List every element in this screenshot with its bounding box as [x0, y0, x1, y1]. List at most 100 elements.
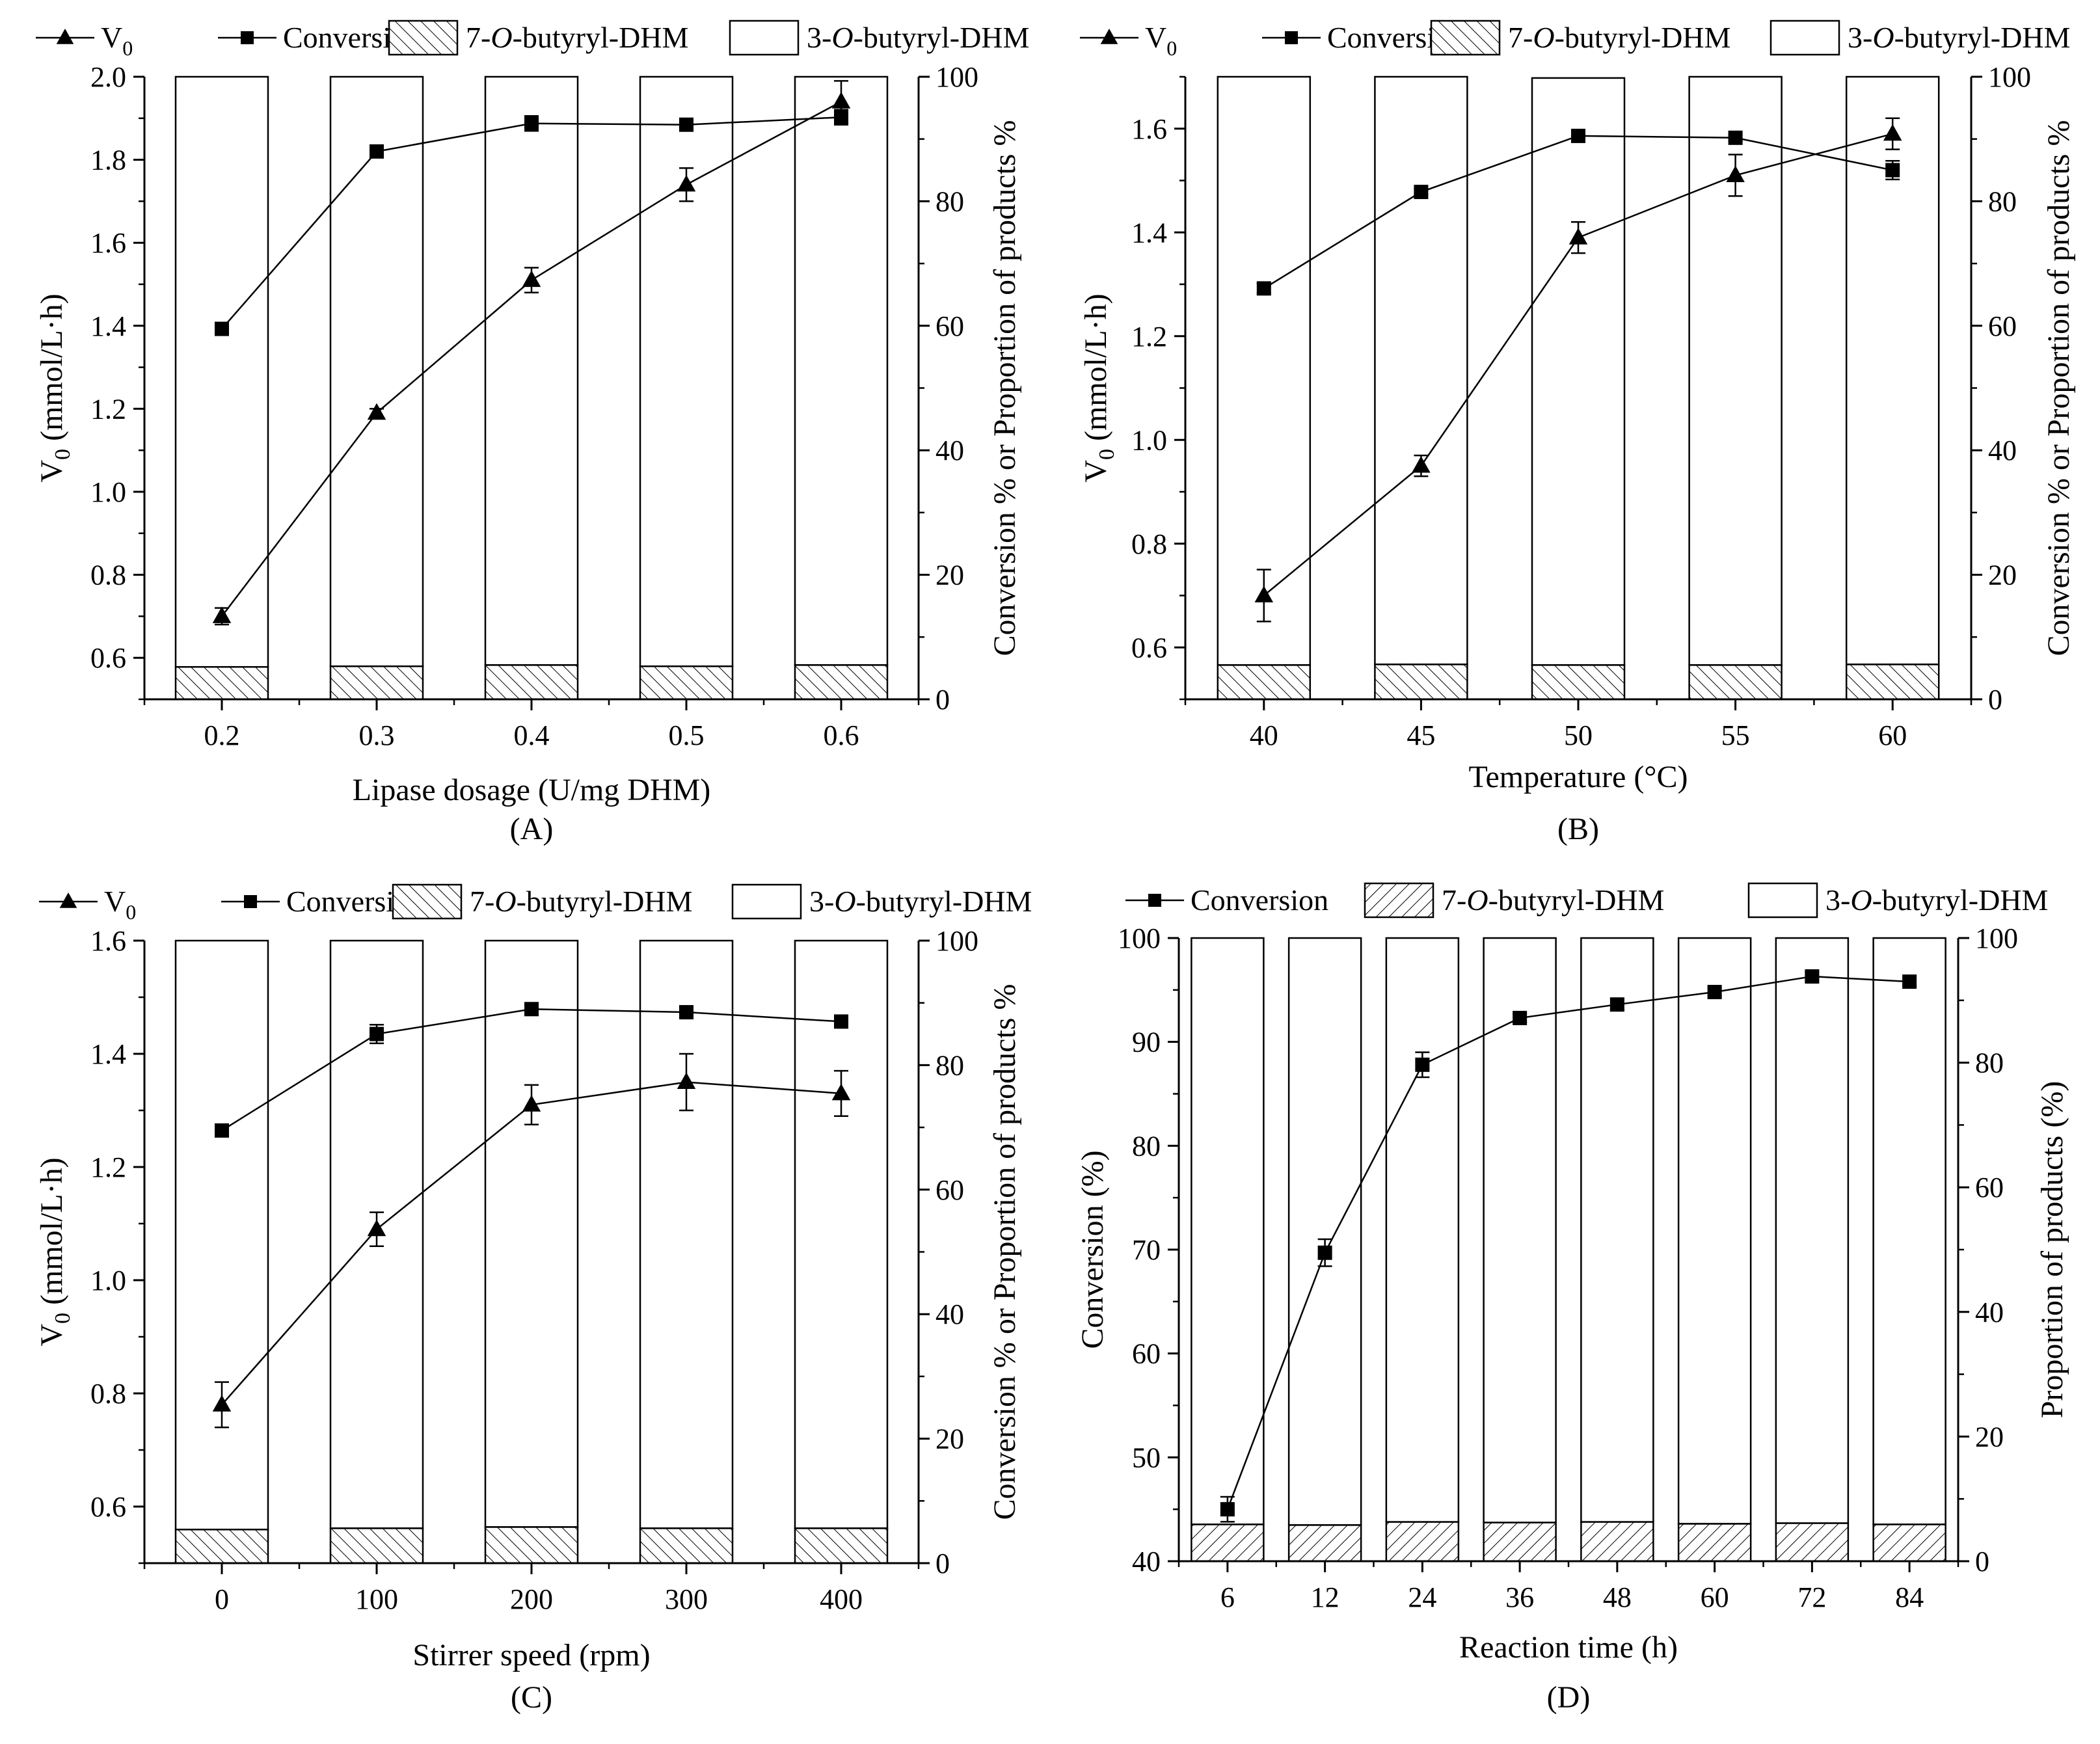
right-tick-label: 20	[1975, 1421, 2004, 1453]
bar-7-o-butyryl-300	[639, 1527, 734, 1564]
point-conversion-0.5	[679, 117, 693, 132]
right-tick-label: 40	[936, 435, 964, 466]
left-tick-label: 1.6	[1131, 113, 1167, 145]
point-conversion-36	[1513, 1010, 1528, 1025]
point-conversion-40	[1256, 281, 1271, 296]
left-tick-label: 90	[1132, 1026, 1161, 1058]
right-tick-label: 0	[1988, 684, 2002, 716]
legend-swatch	[1747, 882, 1818, 919]
bar-3-o-butyryl-200	[484, 939, 579, 1528]
bar-7-o-butyryl-0.5	[639, 665, 734, 701]
legend-square-marker	[241, 31, 254, 44]
right-tick-label: 40	[1988, 435, 2017, 466]
point-conversion-55	[1728, 130, 1743, 145]
left-tick-label: 40	[1132, 1546, 1161, 1577]
right-tick-label: 100	[936, 61, 978, 93]
left-tick-label: 1.4	[1131, 217, 1167, 248]
bar-3-o-butyryl-0.2	[174, 75, 269, 668]
x-axis-title: Temperature (°C)	[1468, 760, 1688, 794]
point-v0-400	[831, 1083, 851, 1101]
x-tick-label: 100	[355, 1583, 398, 1615]
point-conversion-6	[1220, 1502, 1235, 1517]
legend-label: 3-O-butyryl-DHM	[1825, 883, 2048, 917]
legend-triangle-marker	[1100, 29, 1118, 44]
right-tick-label: 40	[1975, 1296, 2004, 1328]
y-left-axis-title: V0 (mmol/L·h)	[34, 293, 75, 482]
bar-3-o-butyryl-0	[174, 939, 269, 1531]
legend-square-marker	[1148, 894, 1161, 907]
legend: V0 Conversion 7-O-butyryl-DHM 3-O-butyryl-D…	[39, 883, 1032, 924]
point-v0-0.5	[677, 174, 696, 192]
bar-3-o-butyryl-6	[1191, 937, 1265, 1525]
right-tick-label: 60	[936, 310, 964, 342]
bar-3-o-butyryl-40	[1217, 75, 1312, 666]
left-tick-label: 1.8	[90, 144, 126, 176]
bar-7-o-butyryl-55	[1688, 664, 1783, 701]
point-conversion-50	[1571, 128, 1585, 143]
bar-3-o-butyryl-45	[1374, 75, 1468, 665]
bar-7-o-butyryl-100	[329, 1527, 424, 1564]
left-tick-label: 1.0	[90, 476, 126, 508]
bar-3-o-butyryl-72	[1775, 937, 1850, 1524]
right-tick-label: 60	[936, 1174, 964, 1206]
y-left-axis-title: V0 (mmol/L·h)	[34, 1157, 75, 1346]
left-tick-label: 1.4	[90, 1038, 126, 1070]
point-conversion-0.2	[215, 321, 229, 336]
legend-label: 7-O-butyryl-DHM	[470, 885, 692, 918]
x-tick-label: 0.2	[204, 719, 240, 751]
bar-7-o-butyryl-40	[1217, 664, 1312, 701]
x-tick-label: 36	[1505, 1581, 1534, 1613]
left-tick-label: 1.6	[90, 925, 126, 957]
right-tick-label: 60	[1988, 310, 2017, 342]
panel-label: (C)	[511, 1680, 552, 1715]
y-right-axis-title: Proportion of products (%)	[2035, 1081, 2069, 1419]
point-conversion-48	[1609, 997, 1624, 1012]
legend-swatch	[388, 20, 459, 56]
bar-3-o-butyryl-0.6	[794, 75, 889, 666]
x-axis-title: Stirrer speed (rpm)	[412, 1638, 650, 1672]
bar-7-o-butyryl-84	[1872, 1523, 1946, 1563]
left-tick-label: 1.2	[1131, 321, 1167, 353]
panel-c: 0.6 0.8 1.0 1.2 1.4 1.6 0 20 40 60 80 100 0 100 200 300…	[34, 883, 1032, 1715]
point-conversion-84	[1902, 974, 1917, 989]
right-tick-label: 100	[936, 925, 978, 957]
right-tick-label: 0	[1975, 1546, 1989, 1577]
left-tick-label: 1.2	[90, 393, 126, 425]
bar-3-o-butyryl-0.5	[639, 75, 734, 667]
x-tick-label: 0.5	[669, 719, 705, 751]
point-conversion-200	[524, 1002, 539, 1017]
bar-3-o-butyryl-12	[1287, 937, 1362, 1526]
left-tick-label: 0.8	[1131, 528, 1167, 560]
bar-3-o-butyryl-24	[1385, 937, 1460, 1523]
left-tick-label: 60	[1132, 1338, 1161, 1370]
panel-label: (A)	[510, 812, 554, 846]
legend-swatch	[1364, 882, 1434, 919]
bar-7-o-butyryl-6	[1191, 1523, 1265, 1563]
left-tick-label: 0.6	[1131, 632, 1167, 664]
point-conversion-12	[1317, 1245, 1332, 1260]
legend-triangle-marker	[56, 29, 74, 44]
bar-7-o-butyryl-200	[484, 1526, 579, 1564]
legend-label: V0	[1145, 21, 1177, 60]
bar-3-o-butyryl-400	[794, 939, 889, 1529]
y-right-axis-title: Conversion % or Proportion of products %	[2041, 120, 2076, 656]
left-tick-label: 1.0	[90, 1265, 126, 1296]
x-tick-label: 48	[1603, 1581, 1632, 1613]
bar-7-o-butyryl-48	[1580, 1521, 1654, 1563]
series-line-conversion	[1226, 975, 1910, 1510]
left-tick-label: 100	[1118, 922, 1161, 954]
legend-square-marker	[1285, 31, 1298, 44]
point-conversion-0	[215, 1123, 229, 1138]
right-tick-label: 100	[1975, 922, 2018, 954]
legend-square-marker	[244, 895, 257, 908]
x-tick-label: 84	[1895, 1581, 1924, 1613]
legend-swatch	[1430, 20, 1501, 56]
point-v0-0.3	[367, 403, 386, 420]
bar-7-o-butyryl-0.4	[484, 664, 579, 701]
right-tick-label: 0	[936, 684, 950, 716]
bar-7-o-butyryl-12	[1287, 1524, 1362, 1563]
point-conversion-0.4	[524, 116, 539, 131]
point-v0-100	[367, 1219, 386, 1237]
legend: V0 Conversion 7-O-butyryl-DHM 3-O-butyryl-D…	[1080, 20, 2070, 60]
